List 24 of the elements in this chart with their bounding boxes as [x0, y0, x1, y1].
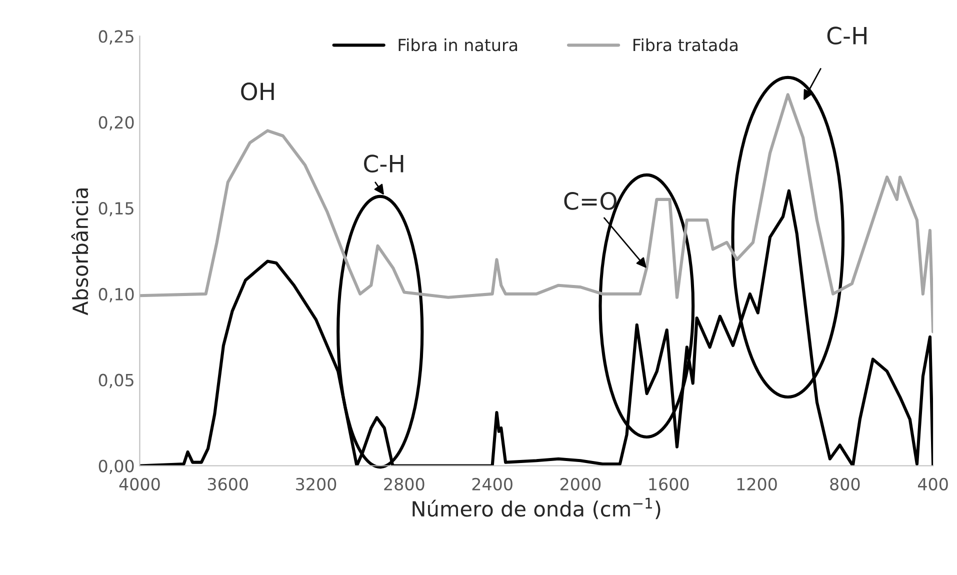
x-tick-label: 3600	[208, 478, 248, 490]
y-tick-label: 0,15	[98, 202, 134, 216]
x-tick-label: 1200	[737, 478, 777, 490]
legend-label: Fibra tratada	[634, 38, 738, 52]
y-axis-title: Absorbância	[71, 188, 88, 316]
x-tick-label: 2800	[384, 478, 424, 490]
legend-label: Fibra in natura	[398, 38, 518, 52]
x-tick-label: 4000	[119, 478, 160, 490]
y-tick-label: 0,00	[98, 460, 134, 474]
x-tick-label: 2400	[472, 478, 512, 490]
x-tick-label: 800	[830, 478, 860, 490]
y-tick-label: 0,25	[98, 30, 134, 44]
annotation: C=O	[564, 192, 616, 210]
annotation: C-H	[827, 26, 866, 45]
y-tick-label: 0,10	[98, 288, 134, 302]
x-axis-title: Número de onda (cm$^{−1}$)	[412, 498, 660, 520]
x-tick-label: 1600	[649, 478, 689, 490]
x-tick-label: 2000	[560, 478, 601, 490]
annotation: OH	[241, 82, 274, 100]
y-tick-label: 0,20	[98, 116, 134, 130]
annotation: C-H	[364, 154, 404, 173]
y-tick-label: 0,05	[98, 374, 134, 388]
x-tick-label: 3200	[296, 478, 336, 490]
x-tick-label: 400	[918, 478, 948, 490]
